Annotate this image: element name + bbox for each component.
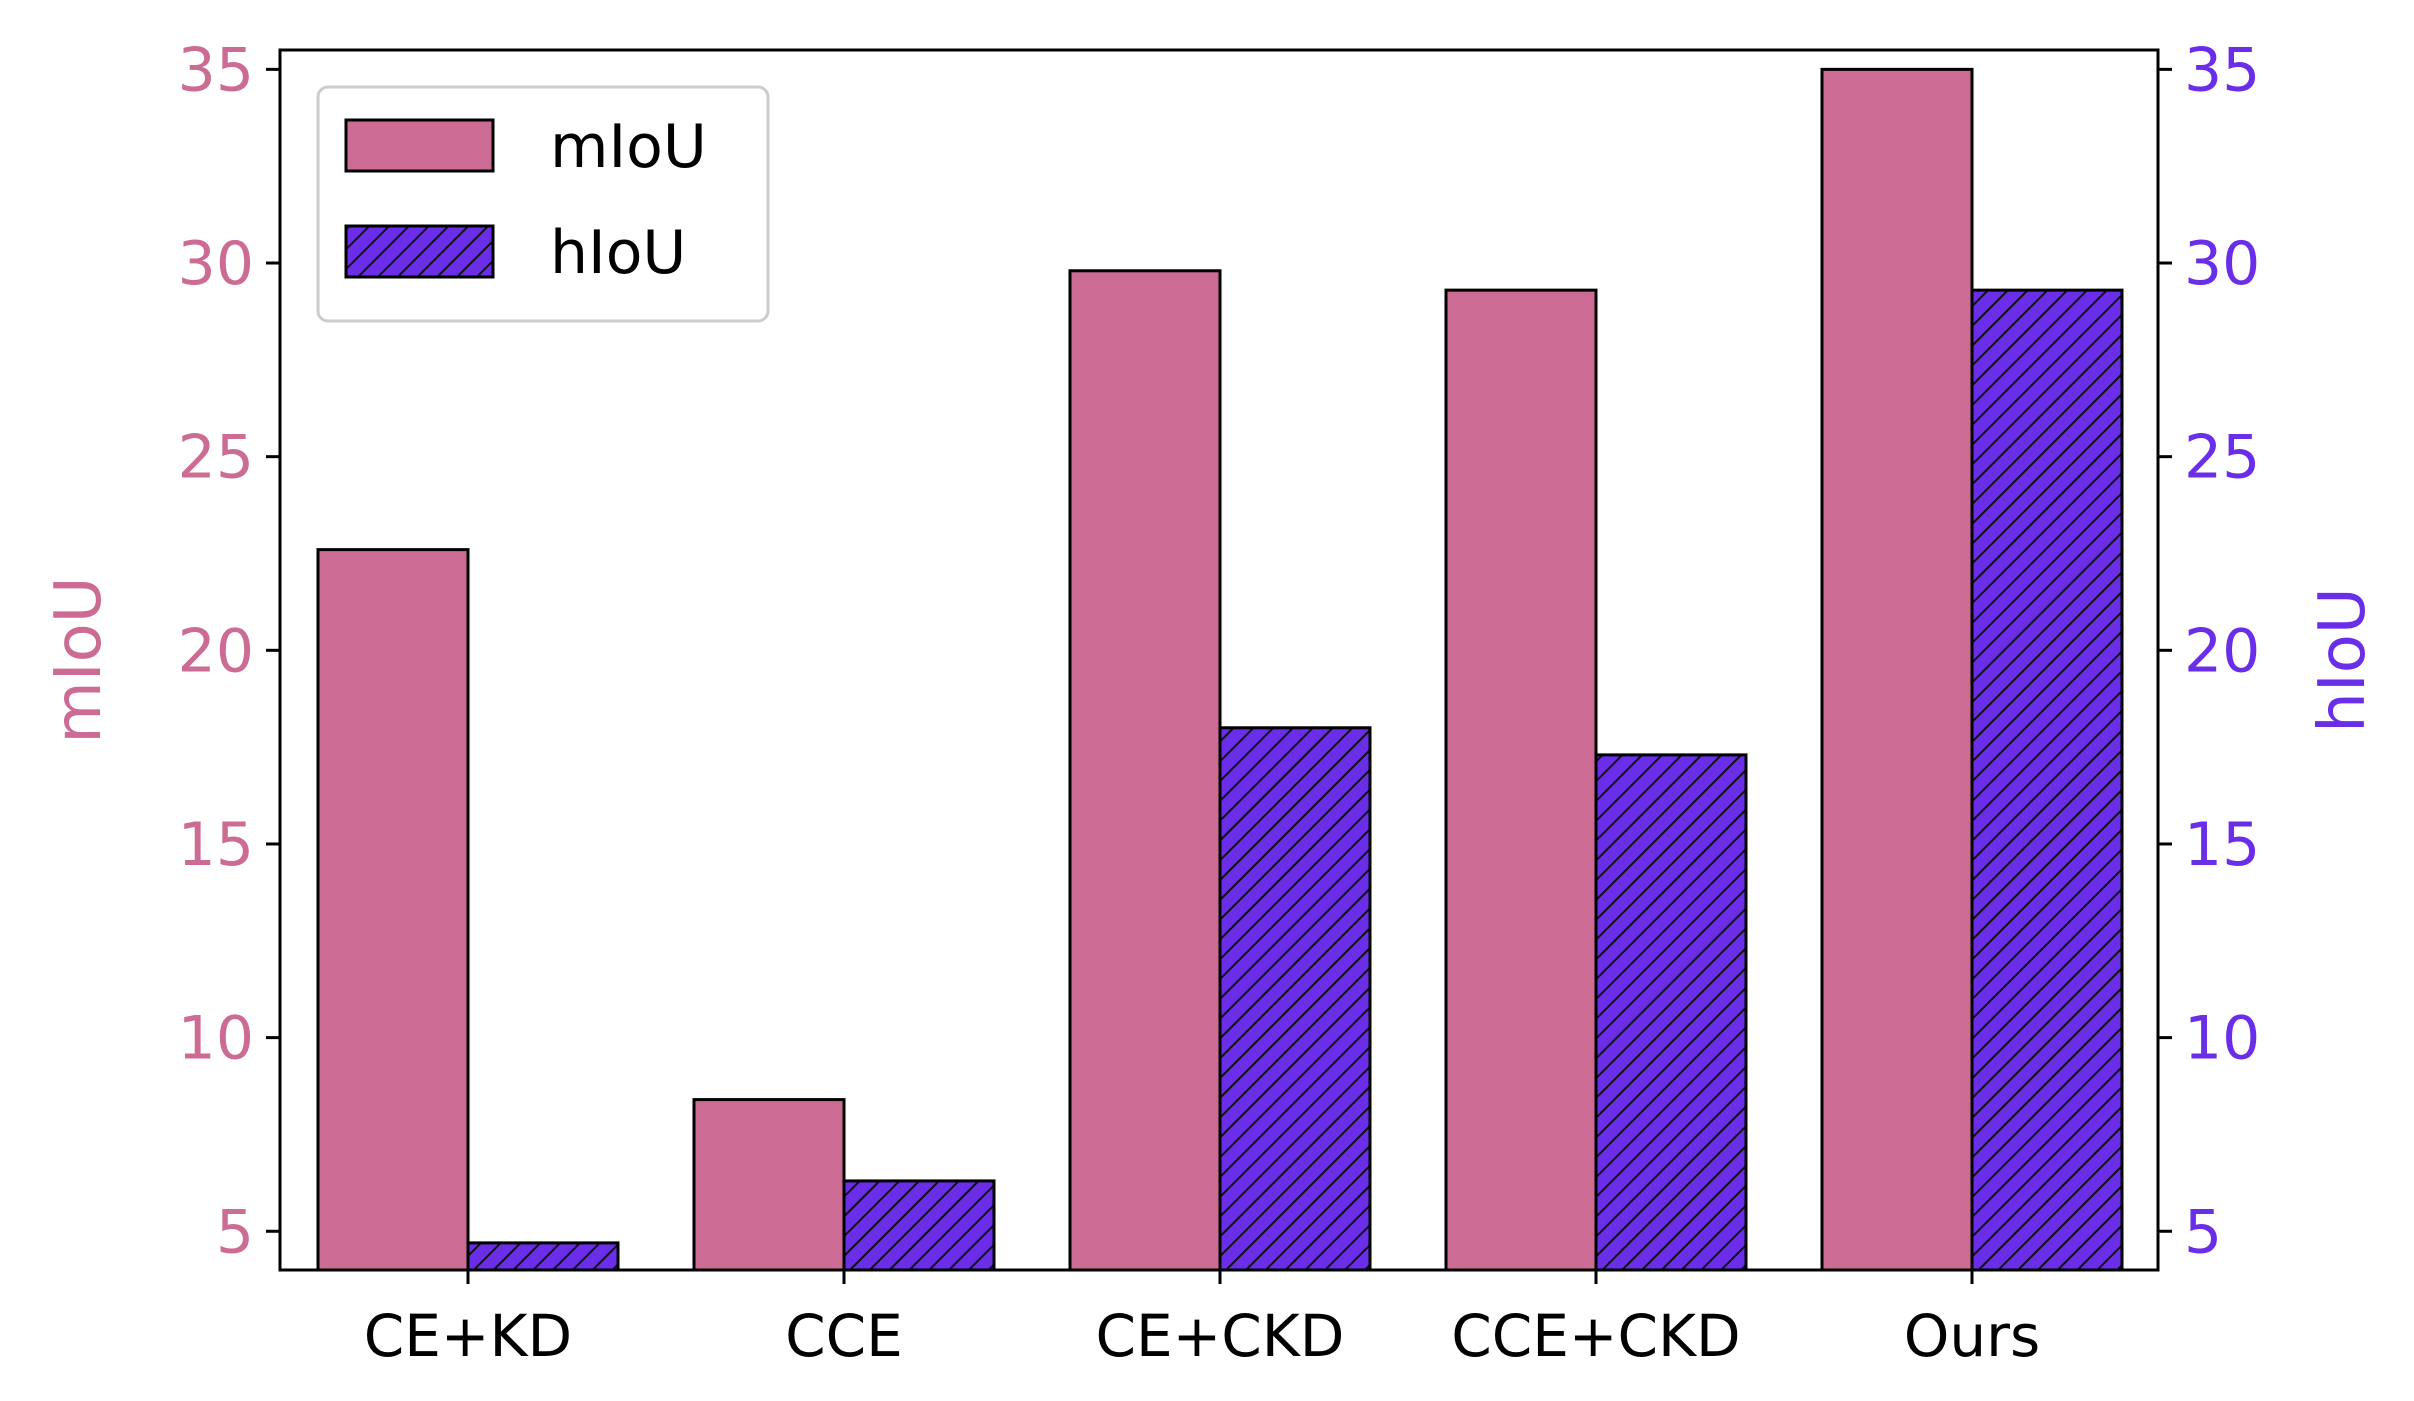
ticks-group: CE+KD CCE CE+CKD CCE+CKD Ours 5 5 10 10 15 15 20 20 2…	[178, 35, 2261, 1370]
legend-label-miou: mIoU	[550, 112, 707, 182]
bar-hiou-ce-kd	[466, 1241, 620, 1272]
bar-hiou-ours	[1970, 288, 2124, 1272]
y-tick-label-right: 25	[2184, 423, 2260, 493]
bar-miou-ours	[1820, 67, 1974, 1272]
legend: mIoU hIoU	[316, 85, 770, 323]
x-tick-label: CE+CKD	[1096, 1302, 1345, 1370]
bar-miou-ce-kd	[316, 548, 470, 1272]
y-tick-label-left: 30	[178, 229, 254, 299]
x-tick-label: CCE	[785, 1302, 903, 1370]
x-tick-label: Ours	[1904, 1302, 2040, 1370]
bar-hiou-ce-ckd	[1218, 726, 1372, 1272]
y-tick-label-right: 15	[2184, 810, 2260, 880]
bar-miou-cce	[692, 1098, 846, 1272]
legend-swatch-miou	[344, 118, 495, 173]
y-tick-label-right: 20	[2184, 616, 2260, 686]
bar-miou-cce-ckd	[1444, 288, 1598, 1272]
x-tick-label: CE+KD	[364, 1302, 572, 1370]
legend-swatch-hiou	[344, 224, 495, 279]
y-tick-label-left: 10	[178, 1004, 254, 1074]
y-axis-label-right: hIoU	[2306, 587, 2380, 732]
y-tick-label-left: 35	[178, 35, 254, 105]
y-tick-label-left: 25	[178, 423, 254, 493]
y-tick-label-right: 30	[2184, 229, 2260, 299]
legend-label-hiou: hIoU	[550, 218, 686, 288]
bar-miou-ce-ckd	[1068, 269, 1222, 1272]
y-tick-label-left: 20	[178, 616, 254, 686]
plot-frame	[278, 48, 2160, 1272]
y-axis-label-left: mIoU	[42, 576, 116, 743]
y-tick-label-left: 15	[178, 810, 254, 880]
y-tick-label-left: 5	[216, 1197, 254, 1267]
bars-group	[316, 67, 2124, 1272]
bar-hiou-cce	[842, 1179, 996, 1272]
x-tick-label: CCE+CKD	[1451, 1302, 1740, 1370]
y-tick-label-right: 35	[2184, 35, 2260, 105]
bar-hiou-cce-ckd	[1594, 753, 1748, 1272]
y-tick-label-right: 5	[2184, 1197, 2222, 1267]
y-tick-label-right: 10	[2184, 1004, 2260, 1074]
